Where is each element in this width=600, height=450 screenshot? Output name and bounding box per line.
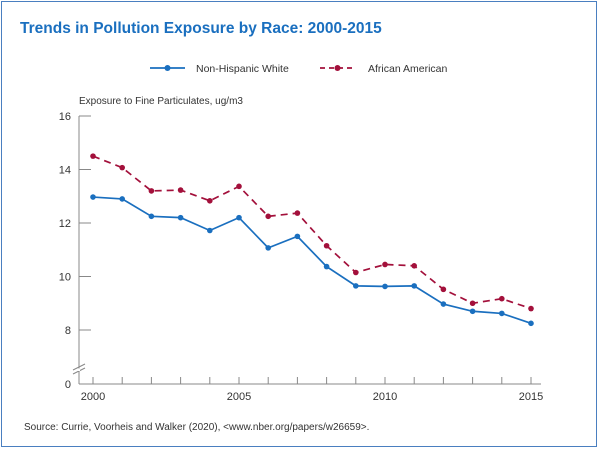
- data-point: [499, 310, 505, 317]
- axis-break-mark: [72, 363, 86, 371]
- data-point: [528, 305, 534, 312]
- y-axis-label: Exposure to Fine Particulates, ug/m3: [79, 96, 243, 107]
- series-line: [92, 196, 532, 325]
- data-point: [265, 245, 272, 251]
- y-tick-label: 8: [65, 325, 71, 337]
- x-tick-label: 2015: [519, 391, 543, 403]
- x-tick-label: 2000: [81, 391, 105, 403]
- data-point: [119, 196, 125, 202]
- data-point: [177, 187, 184, 193]
- data-point: [148, 213, 155, 220]
- legend-label: African American: [368, 63, 448, 75]
- source-note: Source: Currie, Voorheis and Walker (202…: [24, 422, 370, 433]
- y-tick-label: 14: [59, 165, 71, 177]
- data-point: [440, 301, 447, 307]
- legend-marker: [334, 65, 341, 71]
- series-group: [90, 153, 534, 327]
- data-point: [353, 269, 359, 276]
- data-point: [353, 283, 359, 289]
- data-point: [528, 320, 534, 327]
- data-point: [207, 197, 213, 204]
- series-line: [92, 155, 532, 310]
- data-point: [411, 263, 418, 269]
- data-point: [294, 210, 301, 216]
- data-point: [119, 164, 125, 171]
- y-tick-label: 0: [65, 379, 71, 391]
- y-tick-label: 12: [59, 218, 71, 230]
- data-point: [265, 213, 272, 220]
- data-point: [90, 194, 96, 200]
- data-point: [294, 233, 301, 240]
- axis-break-gap: [78, 368, 80, 371]
- data-point: [499, 295, 505, 302]
- data-point: [90, 153, 96, 159]
- data-point: [323, 263, 330, 270]
- x-tick-label: 2010: [373, 391, 397, 403]
- data-point: [440, 286, 447, 293]
- legend-marker: [164, 65, 171, 71]
- y-tick-label: 16: [59, 111, 71, 123]
- y-tick-label: 10: [59, 272, 71, 284]
- data-point: [207, 227, 213, 234]
- x-tick-label: 2005: [227, 391, 251, 403]
- data-point: [236, 183, 242, 190]
- legend-label: Non-Hispanic White: [196, 63, 289, 75]
- data-point: [323, 242, 330, 249]
- legend: Non-Hispanic White African American: [150, 63, 448, 75]
- data-point: [411, 283, 418, 289]
- data-point: [382, 261, 388, 268]
- series-african-american: [90, 153, 534, 312]
- axes: 16 14 12 10 8 0 2000 2005 2010 2015: [59, 111, 543, 403]
- data-point: [382, 283, 388, 290]
- data-point: [469, 300, 476, 307]
- data-point: [236, 214, 242, 221]
- data-point: [148, 188, 155, 194]
- series-non-hispanic-white: [90, 194, 534, 327]
- data-point: [469, 308, 476, 315]
- chart-title: Trends in Pollution Exposure by Race: 20…: [20, 20, 382, 37]
- data-point: [177, 214, 184, 221]
